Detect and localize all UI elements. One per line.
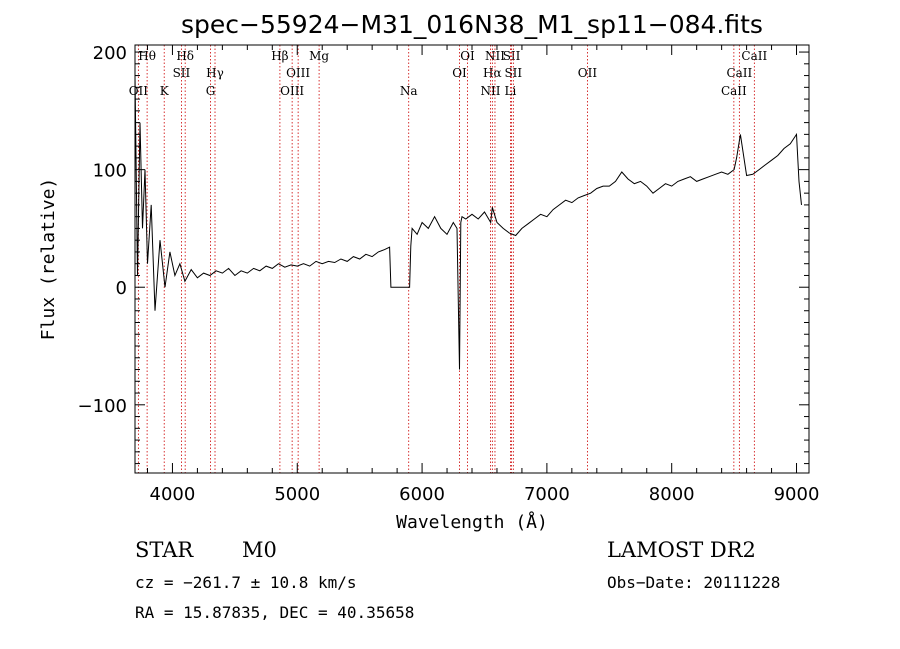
x-tick-label-3: 7000 [524, 484, 570, 505]
object-subclass: M0 [242, 538, 277, 562]
line-label-11: Na [400, 84, 418, 98]
survey-name: LAMOST DR2 [607, 538, 756, 562]
x-tick-label-1: 5000 [274, 484, 320, 505]
line-label-15: Hα [483, 66, 502, 80]
spectrum-chart: spec−55924−M31_016N38_M1_sp11−084.fits H… [38, 10, 820, 533]
x-tick-label-5: 9000 [774, 484, 820, 505]
chart-title: spec−55924−M31_016N38_M1_sp11−084.fits [181, 10, 763, 39]
line-label-12: OI [460, 49, 475, 63]
x-axis-ticks: 4000 5000 6000 7000 8000 9000 [146, 45, 820, 505]
line-label-20: OII [578, 66, 598, 80]
y-tick-label-0: −100 [78, 396, 127, 417]
line-label-16: NII [480, 84, 500, 98]
x-tick-label-2: 6000 [399, 484, 445, 505]
line-label-18: SII [504, 66, 522, 80]
series-line-0 [134, 75, 802, 370]
spectral-line-markers: Hθ OII K Hδ SII Hγ G Hβ OIII OIII Mg Na OI OI NII Hα NII… [129, 45, 767, 473]
axes [134, 44, 810, 474]
line-label-5: Hγ [206, 66, 224, 80]
y-axis-label: Flux (relative) [38, 178, 59, 341]
redshift-cz: cz = −261.7 ± 10.8 km/s [135, 573, 357, 592]
line-label-3: Hδ [176, 49, 194, 63]
plot-frame [134, 44, 810, 474]
x-axis-label: Wavelength (Å) [396, 511, 548, 533]
object-class: STAR [135, 538, 194, 562]
line-label-19: Li [505, 84, 517, 98]
line-label-8: OIII [286, 66, 310, 80]
x-tick-label-0: 4000 [150, 484, 196, 505]
line-label-4: SII [173, 66, 191, 80]
y-tick-label-2: 100 [93, 161, 127, 182]
line-label-9: OIII [280, 84, 304, 98]
y-tick-label-3: 200 [93, 43, 127, 64]
line-label-22: CaII [726, 66, 752, 80]
line-label-13: OI [452, 66, 467, 80]
line-label-23: CaII [721, 84, 747, 98]
line-label-1: OII [129, 84, 149, 98]
line-label-7: Hβ [271, 49, 288, 63]
line-label-2: K [160, 84, 170, 98]
y-axis-ticks: −100 0 100 200 [78, 43, 809, 465]
spectrum-series [134, 75, 802, 370]
y-tick-label-1: 0 [116, 278, 127, 299]
line-label-17: SII [503, 49, 521, 63]
line-label-10: Mg [309, 49, 329, 63]
x-tick-label-4: 8000 [649, 484, 695, 505]
observation-date: Obs−Date: 20111228 [607, 573, 781, 592]
line-label-6: G [206, 84, 216, 98]
line-label-21: CaII [741, 49, 767, 63]
line-label-14: NII [485, 49, 505, 63]
line-label-0: Hθ [138, 49, 156, 63]
ra-dec: RA = 15.87835, DEC = 40.35658 [135, 603, 415, 622]
